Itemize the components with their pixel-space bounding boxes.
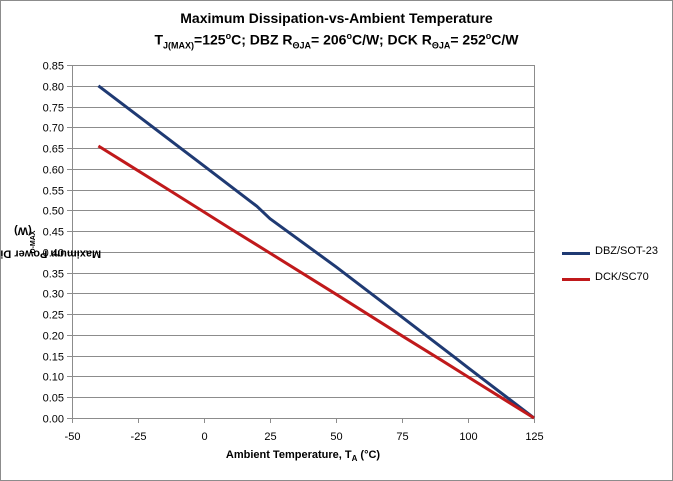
legend-label-dck: DCK/SC70 (595, 271, 649, 283)
chart-subtitle: TJ(MAX)=125oC; DBZ RΘJA= 206oC/W; DCK RΘ… (0, 31, 673, 50)
y-tick-label: 0.80 (43, 82, 64, 94)
y-tick-label: 0.65 (43, 144, 64, 156)
y-tick-label: 0.50 (43, 206, 64, 218)
y-tick-label: 0.00 (43, 414, 64, 426)
x-tick-label: -50 (65, 431, 81, 443)
y-tick-label: 0.75 (43, 103, 64, 115)
subtitle-part-5: C/W (491, 31, 519, 48)
y-tick-label: 0.40 (43, 248, 64, 260)
y-tick-label: 0.85 (43, 61, 64, 73)
x-axis-label-unit: (°C) (357, 449, 381, 461)
subtitle-r-sub-1: ΘJA (292, 40, 312, 51)
y-tick-label: 0.55 (43, 186, 64, 198)
gridlines (72, 65, 534, 419)
y-axis-label-text: Maximum Power Disipation, PD-MAX (W) (0, 225, 101, 260)
subtitle-part-1: C; DBZ R (231, 31, 293, 48)
y-tick-label: 0.60 (43, 165, 64, 177)
x-tick-label: 75 (396, 431, 408, 443)
x-tick-labels: -50 -25 0 25 50 75 100 125 (65, 431, 544, 443)
y-axis-label-main: Maximum Power Disipation, P (0, 247, 102, 260)
subtitle-r-sub-2: ΘJA (431, 40, 451, 51)
y-tick-label: 0.45 (43, 227, 64, 239)
subtitle-t: T (154, 31, 164, 48)
subtitle-deg-2: o (346, 31, 352, 41)
axes (67, 65, 535, 423)
x-tick-label: 25 (264, 431, 276, 443)
x-tick-label: 0 (201, 431, 207, 443)
x-axis-label-sub: A (351, 454, 358, 464)
y-tick-label: 0.70 (43, 123, 64, 135)
x-axis-label-main: Ambient Temperature, T (225, 449, 352, 461)
subtitle-part-4: = 252 (450, 31, 486, 48)
series-lines (97, 84, 535, 420)
subtitle-part-2: = 206 (311, 31, 347, 48)
plot-area-border (72, 65, 535, 419)
y-tick-label: 0.25 (43, 310, 64, 322)
y-tick-label: 0.15 (43, 352, 64, 364)
chart-title: Maximum Dissipation-vs-Ambient Temperatu… (180, 10, 493, 26)
y-tick-label: 0.35 (43, 269, 64, 281)
series-line-dbz (97, 84, 535, 420)
subtitle-deg-3: o (485, 31, 492, 41)
series-line-dck (97, 144, 535, 420)
y-tick-label: 0.05 (43, 393, 64, 405)
x-tick-label: -25 (131, 431, 147, 443)
subtitle-t-value: =125 (194, 31, 226, 48)
legend-swatch-dbz (562, 252, 590, 255)
legend-label-dbz: DBZ/SOT-23 (595, 245, 658, 257)
y-tick-label: 0.10 (43, 372, 64, 384)
x-tick-label: 125 (525, 431, 543, 443)
subtitle-part-3: C/W; DCK R (351, 31, 432, 48)
y-tick-labels: 0.00 0.05 0.10 0.15 0.20 0.25 0.30 0.35 0.40 0.45… (43, 61, 64, 426)
legend-swatch-dck (562, 278, 590, 281)
x-tick-label: 100 (459, 431, 477, 443)
y-tick-label: 0.20 (43, 331, 64, 343)
subtitle-t-sub: J(MAX) (163, 40, 195, 51)
x-tick-label: 50 (330, 431, 342, 443)
y-tick-label: 0.30 (43, 289, 64, 301)
x-axis-label: Ambient Temperature, TA (°C) (72, 449, 534, 463)
subtitle-deg-1: o (225, 31, 232, 41)
y-axis-label-unit: (W) (14, 224, 32, 237)
